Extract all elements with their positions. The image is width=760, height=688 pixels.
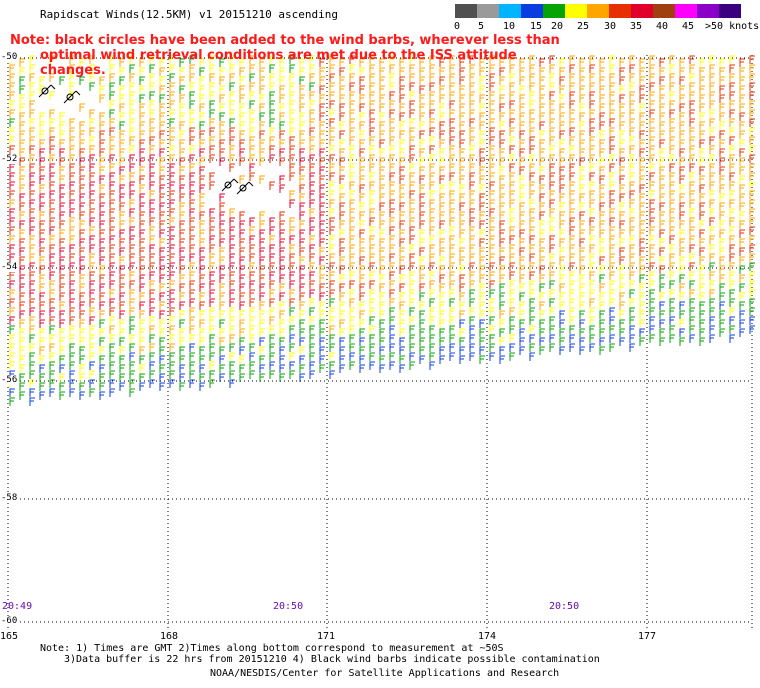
legend-swatch-0 bbox=[455, 4, 477, 18]
legend-label-0: 0 bbox=[454, 21, 461, 32]
legend-label-10: 10 bbox=[503, 21, 516, 32]
wind-barb-group bbox=[9, 301, 755, 406]
contaminated-barb bbox=[38, 84, 56, 98]
legend-label-35: 35 bbox=[630, 21, 643, 32]
wind-barb-group bbox=[9, 55, 755, 325]
lat-label-50s: -50 bbox=[1, 52, 18, 62]
contamination-note: Note: black circles have been added to t… bbox=[10, 33, 570, 78]
contamination-circle bbox=[41, 87, 49, 95]
contamination-circle bbox=[239, 184, 247, 192]
note-line-1: Note: black circles have been added to t… bbox=[10, 33, 560, 48]
lat-label-58s: -58 bbox=[1, 493, 18, 503]
lat-label-54s: -54 bbox=[1, 262, 18, 272]
wind-barb-group bbox=[9, 148, 325, 328]
legend-swatch-9 bbox=[653, 4, 675, 18]
time-label-2: 20:50 bbox=[273, 601, 304, 612]
legend-swatch-5 bbox=[565, 4, 587, 18]
map-title: Rapidscat Winds(12.5KM) v1 20151210 asce… bbox=[40, 8, 339, 21]
contaminated-barb bbox=[236, 181, 254, 195]
wind-barb-group bbox=[9, 55, 755, 406]
time-label-3: 20:50 bbox=[549, 601, 580, 612]
contaminated-barb bbox=[63, 90, 81, 104]
legend-swatch-2 bbox=[499, 4, 521, 18]
lon-label-177: 177 bbox=[638, 631, 657, 642]
legend-label-20: 20 bbox=[551, 21, 564, 32]
legend-label-45: 45 bbox=[682, 21, 695, 32]
footnote-line-2: 3)Data buffer is 22 hrs from 20151210 4)… bbox=[64, 654, 600, 665]
wind-barb-group bbox=[9, 55, 755, 355]
legend-swatch-11 bbox=[697, 4, 719, 18]
legend-swatch-10 bbox=[675, 4, 697, 18]
legend-label-40: 40 bbox=[656, 21, 669, 32]
lat-label-60s: -60 bbox=[1, 616, 18, 626]
legend-swatch-6 bbox=[587, 4, 609, 18]
footnote-line-1: Note: 1) Times are GMT 2)Times along bot… bbox=[40, 643, 504, 654]
legend-label-50-knots: >50 knots bbox=[705, 21, 760, 32]
legend-label-25: 25 bbox=[577, 21, 590, 32]
legend-swatch-12 bbox=[719, 4, 741, 18]
lat-label-52s: -52 bbox=[1, 154, 18, 164]
legend-swatch-8 bbox=[631, 4, 653, 18]
legend-swatch-4 bbox=[543, 4, 565, 18]
credit-line: NOAA/NESDIS/Center for Satellite Applica… bbox=[210, 668, 560, 679]
legend-label-30: 30 bbox=[604, 21, 617, 32]
contaminated-barb bbox=[221, 178, 239, 192]
lon-label-165: 165 bbox=[0, 631, 19, 642]
legend-label-5: 5 bbox=[478, 21, 485, 32]
lon-label-168: 168 bbox=[160, 631, 179, 642]
contamination-circle bbox=[66, 93, 74, 101]
legend-swatch-7 bbox=[609, 4, 631, 18]
legend-label-15: 15 bbox=[530, 21, 543, 32]
contamination-markers bbox=[38, 84, 254, 195]
lon-label-174: 174 bbox=[478, 631, 497, 642]
note-line-2: optimal wind retrieval conditions are me… bbox=[40, 48, 517, 78]
wind-barbs-layer bbox=[9, 55, 755, 406]
footnote: Note: 1) Times are GMT 2)Times along bot… bbox=[40, 643, 600, 665]
legend-swatch-3 bbox=[521, 4, 543, 18]
time-label-1: 20:49 bbox=[2, 601, 33, 612]
contamination-circle bbox=[224, 181, 232, 189]
legend-swatch-1 bbox=[477, 4, 499, 18]
lon-label-171: 171 bbox=[317, 631, 336, 642]
lat-label-56s: -56 bbox=[1, 375, 18, 385]
